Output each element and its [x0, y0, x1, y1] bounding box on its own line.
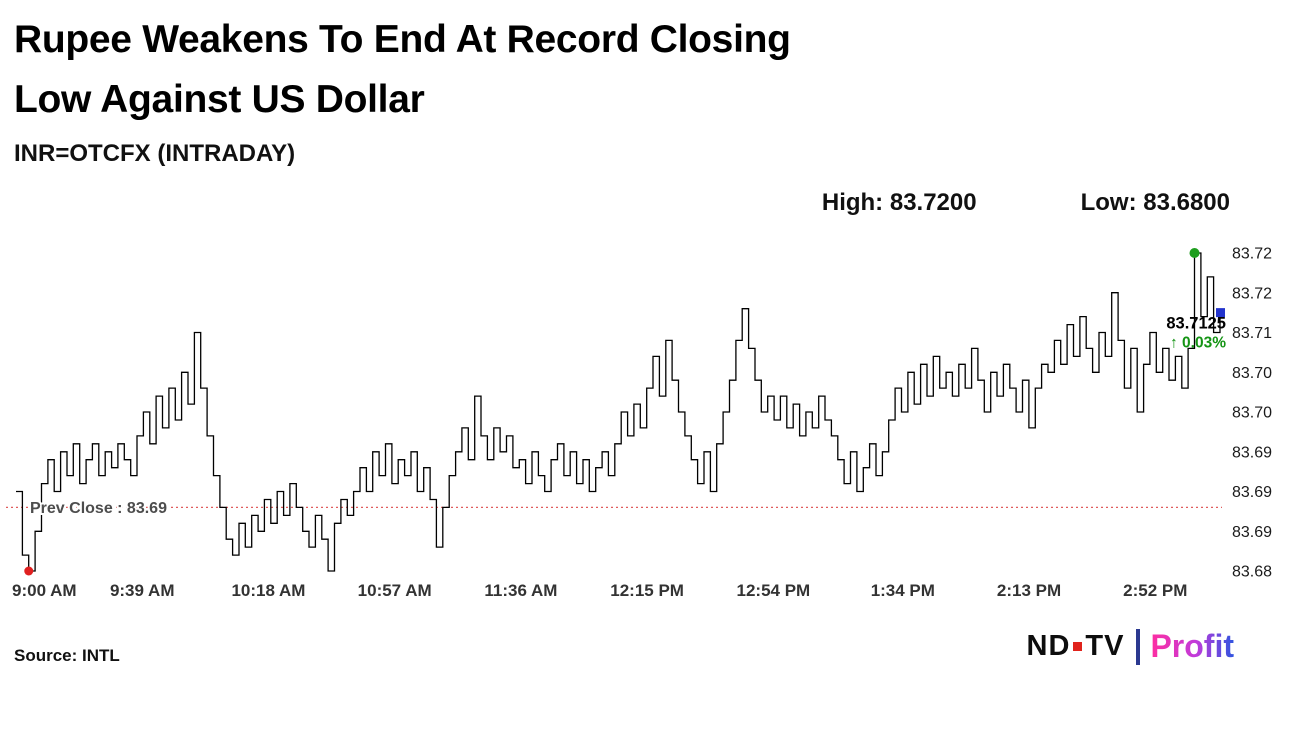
y-tick-label: 83.72 — [1232, 246, 1272, 263]
ndtv-profit-logo: ND TV Profit — [1027, 628, 1234, 665]
title-line-1: Rupee Weakens To End At Record Closing — [14, 18, 791, 61]
intraday-price-chart: Prev Close : 83.69 83.72 83.72 83.71 83.70 83… — [6, 246, 1272, 600]
x-tick-label: 9:00 AM — [12, 581, 77, 600]
ndtv-logo-nd: ND — [1026, 630, 1071, 662]
y-tick-label: 83.71 — [1232, 325, 1272, 342]
y-tick-label: 83.69 — [1232, 524, 1272, 541]
low-value-label: Low: 83.6800 — [1080, 189, 1230, 216]
price-line — [16, 252, 1221, 572]
high-low-row: High: 83.7200 Low: 83.6800 — [822, 189, 1230, 217]
prev-close-label: Prev Close : 83.69 — [30, 500, 167, 517]
logo-divider-bar — [1136, 628, 1141, 665]
high-value-label: High: 83.7200 — [821, 189, 977, 216]
x-tick-label: 10:18 AM — [231, 581, 305, 600]
x-tick-label: 2:52 PM — [1123, 581, 1187, 600]
x-tick-label: 12:15 PM — [610, 581, 684, 600]
high-marker — [1189, 248, 1200, 258]
ndtv-red-square-icon — [1073, 642, 1083, 651]
last-price-label: 83.7125 — [1166, 315, 1226, 333]
last-price-marker — [1216, 308, 1225, 318]
low-marker — [24, 566, 34, 576]
page-title: Rupee Weakens To End At Record Closing L… — [14, 10, 791, 130]
ndtv-logo-tv: TV — [1085, 630, 1125, 662]
x-tick-label: 2:13 PM — [997, 581, 1061, 600]
x-tick-label: 9:39 AM — [110, 581, 175, 600]
x-tick-label: 10:57 AM — [358, 581, 432, 600]
x-tick-label: 1:34 PM — [871, 581, 935, 600]
x-tick-label: 11:36 AM — [484, 581, 557, 600]
ndtv-logo-text: ND TV — [1027, 630, 1125, 663]
x-tick-label: 12:54 PM — [737, 581, 811, 600]
source-label: Source: INTL — [14, 646, 120, 665]
y-tick-label: 83.72 — [1232, 285, 1272, 302]
y-tick-label: 83.68 — [1232, 564, 1272, 581]
y-tick-label: 83.69 — [1232, 444, 1272, 461]
title-line-2: Low Against US Dollar — [14, 78, 425, 121]
instrument-subtitle: INR=OTCFX (INTRADAY) — [14, 140, 296, 167]
profit-logo-text: Profit — [1150, 628, 1234, 664]
change-percent-label: ↑ 0.03% — [1170, 335, 1226, 352]
y-tick-label: 83.69 — [1232, 484, 1272, 501]
y-tick-label: 83.70 — [1232, 405, 1272, 422]
y-tick-label: 83.70 — [1232, 365, 1272, 382]
